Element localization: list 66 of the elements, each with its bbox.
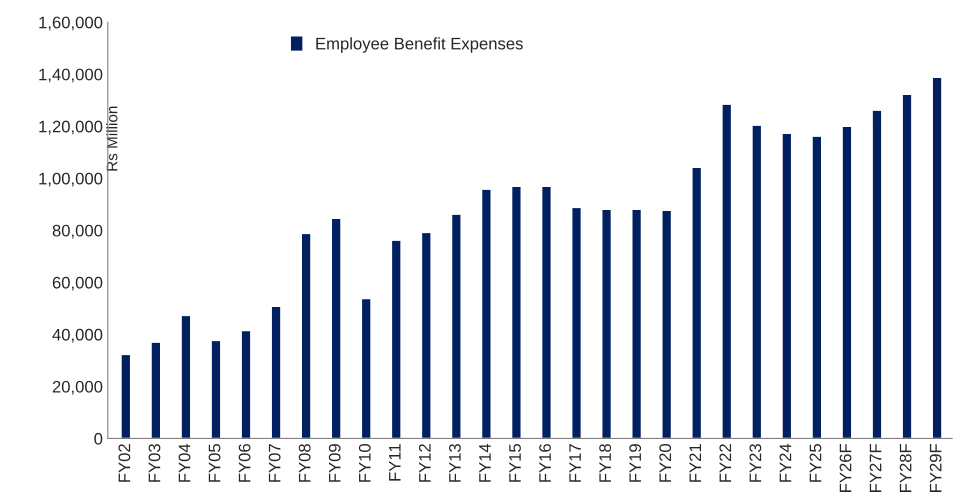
x-tick-label: FY29F — [930, 444, 942, 492]
x-tick-label: FY17 — [569, 444, 581, 482]
x-tick-label: FY25 — [810, 444, 822, 482]
x-tick-label: FY10 — [358, 444, 371, 482]
y-tick-label: 1,60,000 — [39, 16, 102, 30]
bar — [330, 218, 342, 438]
bar — [120, 354, 132, 438]
bar — [390, 240, 402, 438]
y-tick-label: 0 — [94, 432, 102, 445]
x-tick-label: FY26F — [840, 444, 852, 492]
bar — [751, 124, 762, 438]
bar — [180, 314, 192, 438]
y-tick-label: 1,20,000 — [39, 120, 102, 134]
bar — [540, 186, 552, 438]
y-tick-label: 40,000 — [52, 328, 102, 343]
legend-label: Employee Benefit Expenses — [316, 37, 523, 53]
bar — [902, 94, 913, 438]
y-tick-label: 20,000 — [52, 380, 102, 395]
x-tick-label: FY07 — [268, 444, 281, 482]
bar — [721, 103, 732, 438]
bar — [300, 232, 312, 438]
bar — [631, 208, 642, 438]
y-tick-label: 60,000 — [52, 276, 102, 291]
x-tick-label: FY02 — [118, 444, 130, 482]
bar — [240, 330, 252, 438]
x-tick-label: FY23 — [749, 444, 762, 482]
x-tick-label: FY05 — [208, 444, 220, 482]
bar — [691, 166, 702, 438]
bar — [480, 188, 492, 438]
x-tick-label: FY24 — [780, 444, 792, 482]
bar — [781, 132, 792, 438]
x-tick-label: FY15 — [509, 444, 521, 482]
bar — [360, 298, 372, 438]
y-tick-label: 1,00,000 — [39, 172, 102, 186]
x-tick-label: FY22 — [719, 444, 732, 482]
x-tick-label: FY16 — [539, 444, 551, 482]
bar — [661, 210, 672, 438]
x-tick-label: FY27F — [870, 444, 882, 492]
bar — [841, 126, 852, 438]
x-tick-label: FY04 — [178, 444, 190, 482]
x-tick-label: FY20 — [659, 444, 672, 482]
x-tick-label: FY19 — [629, 444, 642, 482]
bar — [932, 76, 943, 438]
y-tick-label: 80,000 — [52, 224, 102, 238]
bar — [270, 306, 282, 438]
x-tick-label: FY12 — [418, 444, 431, 482]
bar — [871, 109, 882, 438]
x-tick-label: FY14 — [479, 444, 491, 482]
bar — [811, 135, 822, 438]
x-tick-label: FY28F — [900, 444, 912, 492]
bar — [210, 340, 222, 438]
x-tick-label: FY06 — [238, 444, 250, 482]
y-tick-label: 1,40,000 — [39, 68, 102, 82]
x-tick-label: FY11 — [389, 444, 401, 481]
bar — [571, 206, 582, 438]
bar — [150, 342, 162, 438]
x-tick-label: FY21 — [689, 444, 702, 482]
x-tick-label: FY08 — [298, 444, 311, 482]
x-tick-label: FY13 — [449, 444, 461, 482]
bar — [420, 232, 432, 438]
x-tick-label: FY18 — [599, 444, 612, 482]
bar — [450, 214, 462, 438]
x-tick-label: FY03 — [148, 444, 160, 482]
bar — [510, 186, 522, 438]
bar — [601, 208, 612, 438]
x-tick-label: FY09 — [328, 444, 341, 482]
